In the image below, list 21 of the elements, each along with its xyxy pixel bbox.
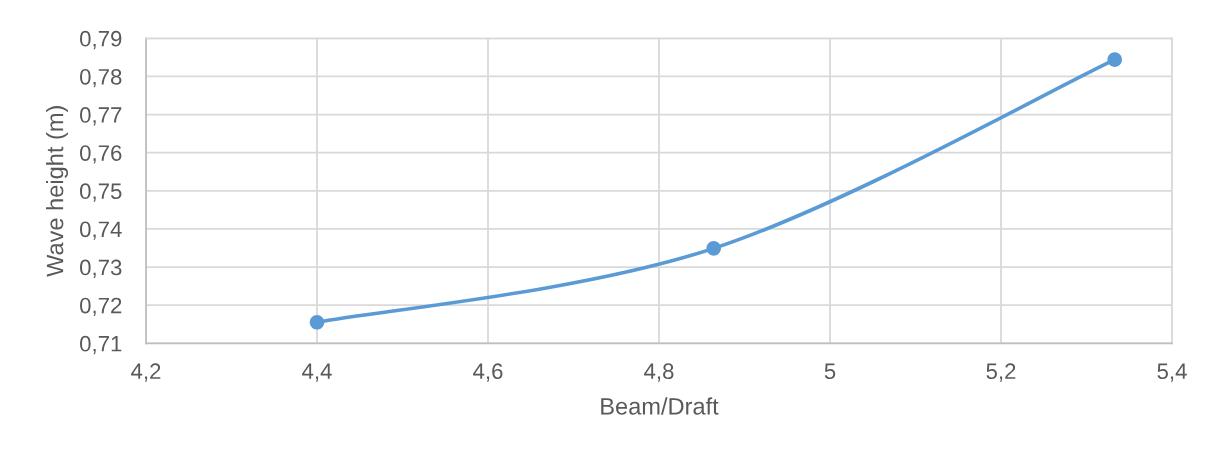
x-tick-label: 4,4: [302, 363, 332, 382]
y-tick-label: 0,71: [80, 335, 122, 355]
y-tick-label: 0,74: [80, 221, 122, 240]
x-tick-label: 4,8: [644, 363, 674, 382]
y-tick-label: 0,72: [80, 297, 122, 317]
x-tick-label: 4,2: [131, 363, 161, 382]
x-tick-label: 5,4: [1157, 363, 1187, 382]
y-tick-label: 0,77: [80, 107, 122, 126]
x-tick-label: 4,6: [473, 363, 503, 382]
y-tick-label: 0,78: [80, 68, 122, 88]
y-tick-label: 0,73: [80, 259, 122, 278]
point: [1107, 52, 1122, 67]
x-tick-label: 5: [824, 363, 836, 380]
y-tick-label: 0,76: [80, 145, 122, 164]
y-axis-title: Wave height (m): [46, 106, 69, 277]
x-tick-label: 5,2: [986, 363, 1016, 382]
y-tick-label: 0,75: [80, 183, 122, 202]
x-axis-title: Beam/Draft: [601, 397, 719, 415]
point: [309, 315, 325, 330]
y-tick-label: 0,79: [80, 30, 122, 50]
point: [706, 241, 721, 256]
